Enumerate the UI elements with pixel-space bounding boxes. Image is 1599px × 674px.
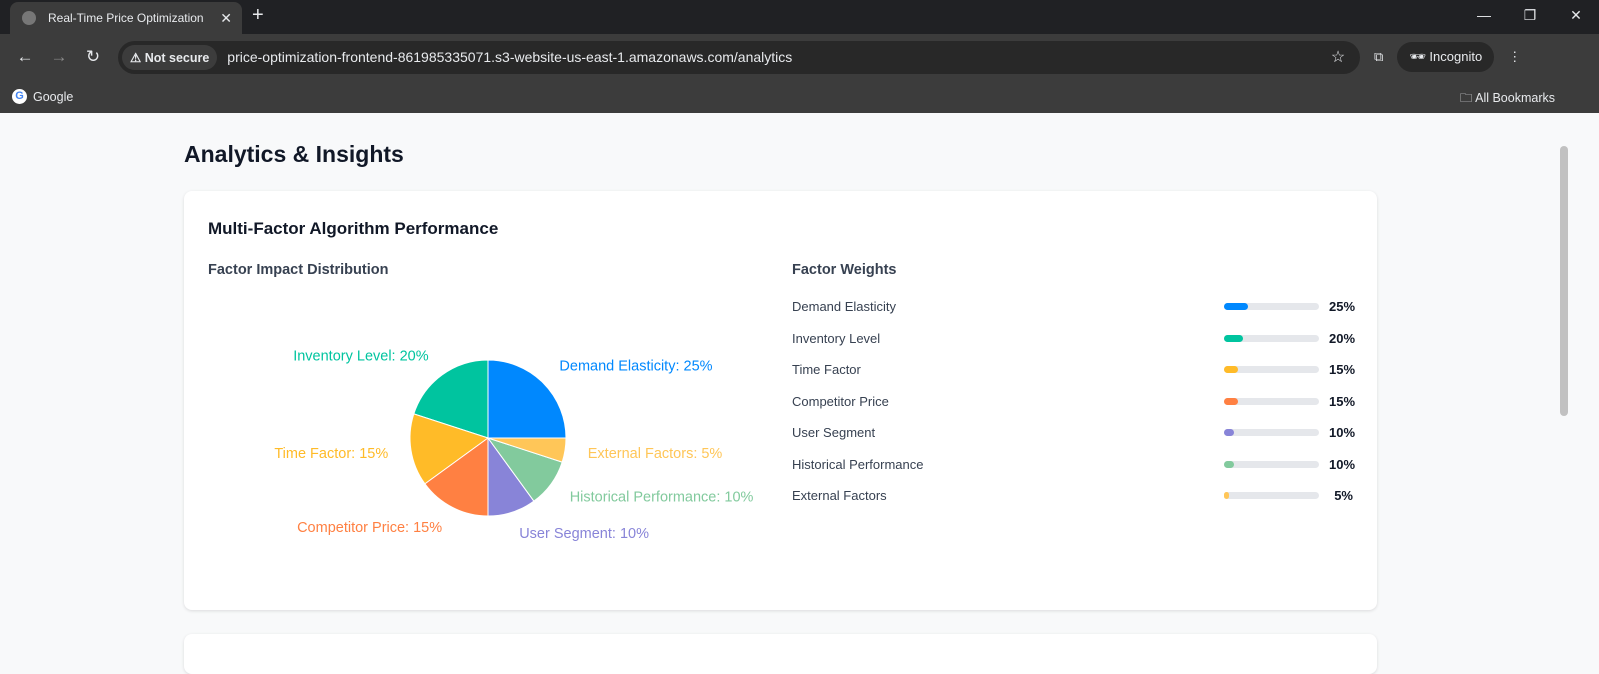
bookmark-star-icon[interactable]: ☆ (1330, 49, 1346, 66)
pie-label: External Factors: 5% (588, 446, 723, 462)
minimize-button[interactable]: — (1477, 7, 1491, 23)
factor-pie-chart: Demand Elasticity: 25% Inventory Level: 2… (274, 348, 754, 542)
weight-bar-track (1224, 429, 1319, 437)
next-card (184, 634, 1377, 674)
pie-slice[interactable] (487, 437, 567, 463)
pie-title: Factor Impact Distribution (208, 262, 389, 278)
weight-bar-track (1224, 397, 1319, 405)
tab-search-icon[interactable]: ⧉ (1374, 49, 1384, 64)
weight-bar-fill (1224, 429, 1234, 437)
restore-button[interactable]: ❐ (1523, 7, 1537, 23)
globe-icon (22, 11, 36, 25)
page-content: Analytics & Insights Multi-Factor Algori… (0, 113, 1558, 674)
scrollbar-thumb[interactable] (1560, 146, 1568, 416)
security-chip[interactable]: ⚠ Not secure (122, 44, 218, 70)
weight-percent: 10% (1329, 456, 1356, 472)
weight-label: Demand Elasticity (792, 299, 897, 315)
incognito-button[interactable]: 🕶 Incognito (1397, 42, 1495, 72)
weight-row: External Factors 5% (792, 480, 1353, 512)
weight-label: External Factors (792, 488, 887, 504)
pie-slice[interactable] (487, 359, 567, 439)
pie-label: User Segment: 10% (519, 526, 649, 542)
weight-bar-track (1224, 303, 1319, 311)
pie-slice[interactable] (413, 359, 489, 439)
weight-row: Historical Performance 10% (792, 449, 1356, 481)
weight-percent: 20% (1329, 330, 1356, 346)
pie-label: Historical Performance: 10% (570, 489, 754, 505)
new-tab-button[interactable]: + (252, 4, 264, 26)
weight-row: Competitor Price 15% (792, 386, 1356, 418)
weight-bar-track (1224, 366, 1319, 374)
forward-button[interactable]: → (50, 47, 68, 66)
pie-slice[interactable] (409, 413, 490, 485)
weight-bar-track (1224, 492, 1319, 500)
weight-percent: 10% (1329, 425, 1356, 441)
weights-title: Factor Weights (792, 262, 897, 278)
weight-label: User Segment (792, 425, 876, 441)
weight-percent: 15% (1329, 362, 1356, 378)
back-button[interactable]: ← (16, 47, 34, 66)
weight-row: Inventory Level 20% (792, 323, 1356, 355)
all-bookmarks[interactable]: 🗀 All Bookmarks (1459, 91, 1555, 105)
pie-slice[interactable] (424, 437, 489, 517)
weight-bar-fill (1224, 303, 1248, 311)
pie-label: Demand Elasticity: 25% (559, 359, 712, 375)
weight-label: Historical Performance (792, 456, 924, 472)
weight-bar-fill (1224, 397, 1239, 405)
weight-bar-fill (1224, 492, 1229, 500)
google-icon: G (12, 89, 27, 104)
browser-tab[interactable]: Real-Time Price Optimization ✕ (10, 2, 242, 34)
weight-label: Time Factor (792, 362, 861, 378)
weight-percent: 25% (1329, 299, 1356, 315)
page-title: Analytics & Insights (184, 141, 404, 167)
security-text: Not secure (144, 50, 210, 65)
weight-bar-fill (1224, 366, 1239, 374)
close-window-button[interactable]: ✕ (1570, 7, 1582, 23)
weight-percent: 15% (1329, 393, 1356, 409)
all-bookmarks-label: All Bookmarks (1475, 91, 1555, 105)
weight-bar-fill (1224, 334, 1243, 342)
tab-title: Real-Time Price Optimization (48, 11, 204, 25)
pie-label: Competitor Price: 15% (297, 520, 442, 536)
weight-row: User Segment 10% (792, 417, 1356, 449)
factor-weights-list: Demand Elasticity 25% Inventory Level 20%… (792, 291, 1356, 512)
reload-button[interactable]: ↻ (85, 47, 101, 66)
bookmark-google[interactable]: Google (33, 89, 74, 104)
weight-bar-track (1224, 334, 1319, 342)
weight-bar-fill (1224, 460, 1234, 468)
pie-label: Time Factor: 15% (274, 446, 388, 462)
url-text[interactable]: price-optimization-frontend-861985335071… (227, 49, 793, 65)
algorithm-performance-card: Multi-Factor Algorithm Performance Facto… (184, 191, 1377, 610)
browser-chrome: Real-Time Price Optimization ✕ + — ❐ ✕ ← →… (0, 0, 1599, 113)
weight-row: Demand Elasticity 25% (792, 291, 1356, 323)
menu-icon[interactable]: ⋮ (1508, 49, 1522, 64)
card-title: Multi-Factor Algorithm Performance (208, 219, 499, 238)
weight-row: Time Factor 15% (792, 354, 1356, 386)
weight-label: Inventory Level (792, 330, 881, 346)
weight-label: Competitor Price (792, 393, 889, 409)
address-bar[interactable]: ⚠ Not secure price-optimization-frontend… (118, 40, 1360, 74)
pie-label: Inventory Level: 20% (293, 348, 429, 364)
weight-bar-track (1224, 460, 1319, 468)
weight-percent: 5% (1334, 488, 1353, 504)
close-tab-icon[interactable]: ✕ (220, 9, 232, 26)
profile-label: Incognito (1429, 49, 1483, 64)
